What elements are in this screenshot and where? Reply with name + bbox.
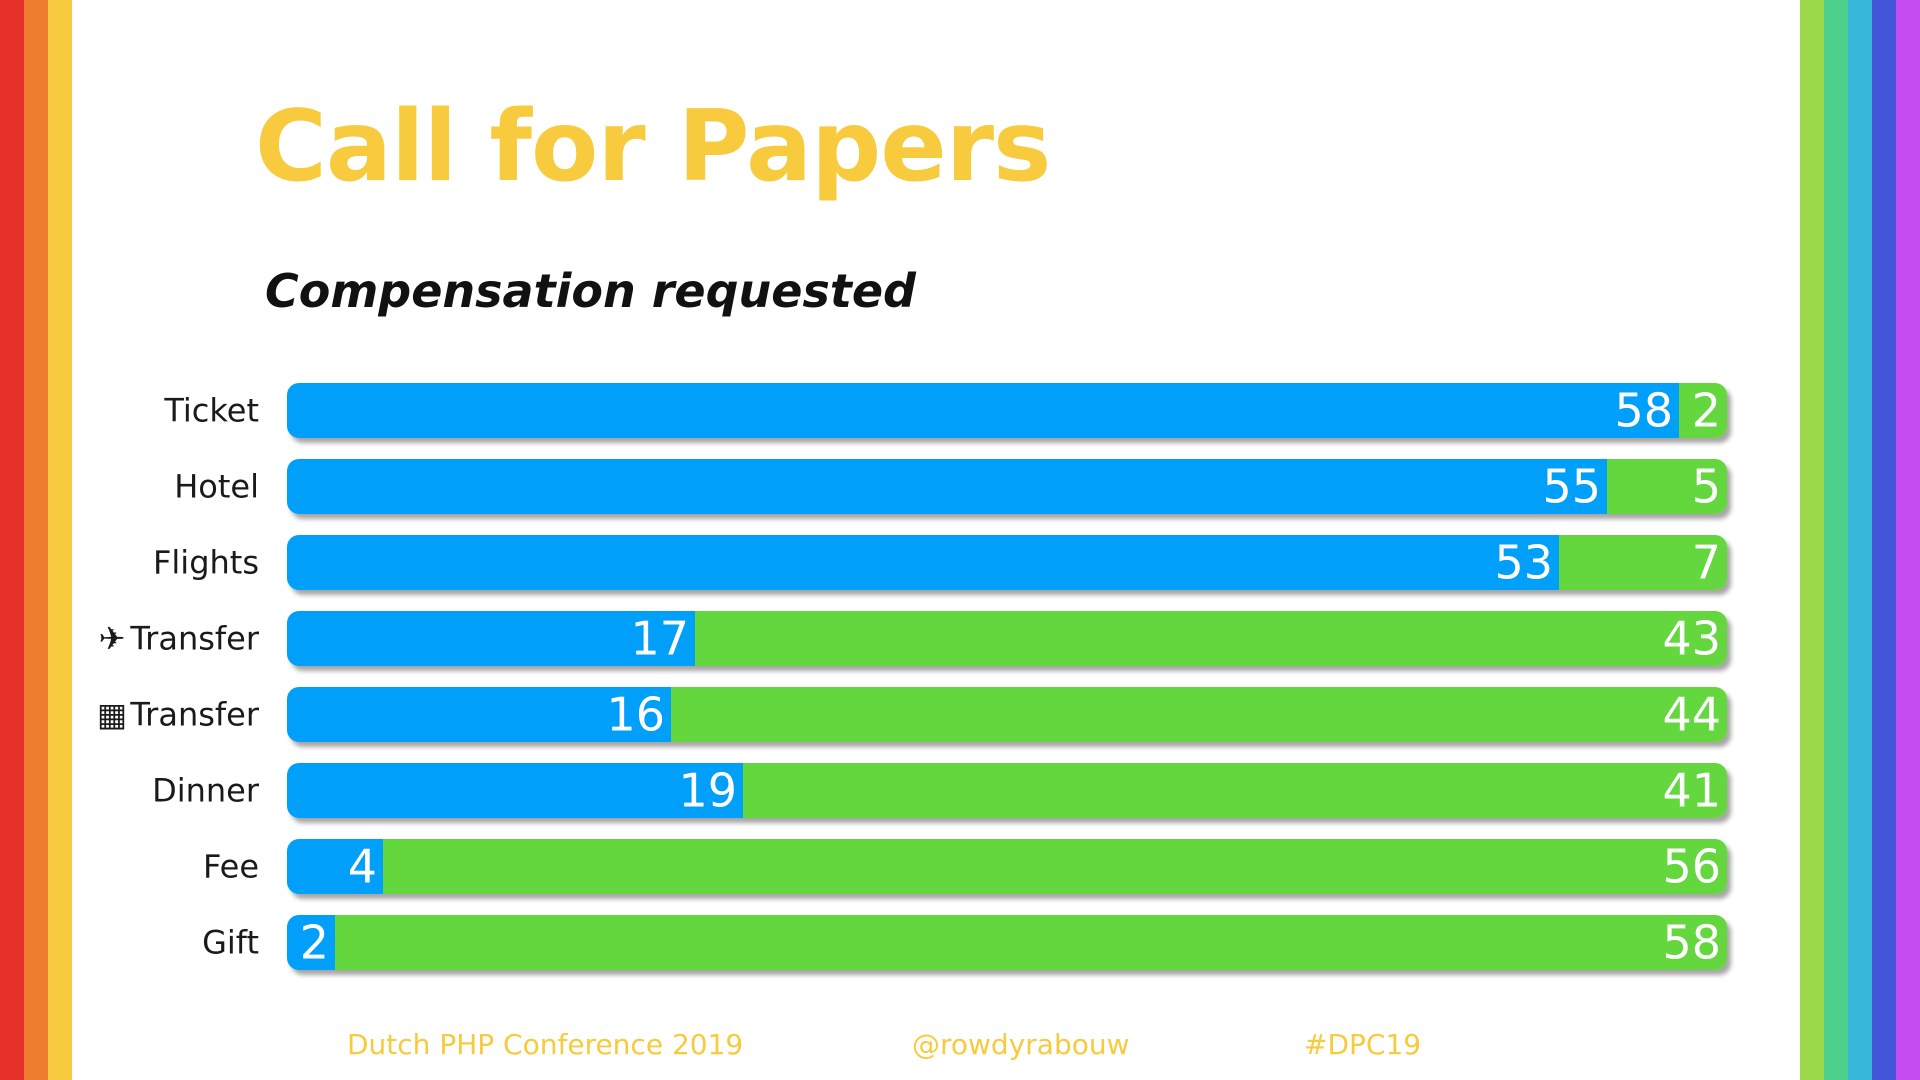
footer-hashtag: #DPC19 <box>1304 1028 1422 1061</box>
value-label-not-requested: 7 <box>1692 536 1721 590</box>
airplane-icon: ✈ <box>99 620 126 658</box>
building-icon: ▦ <box>97 696 127 734</box>
value-label-requested: 2 <box>300 916 329 970</box>
bar-stack <box>287 839 1727 894</box>
value-label-not-requested: 56 <box>1662 840 1721 894</box>
bar-row: 4 56 Fee <box>203 839 1727 894</box>
stripe-blue <box>1872 0 1896 1080</box>
value-label-requested: 53 <box>1494 536 1553 590</box>
bar-segment-not-requested <box>671 687 1727 742</box>
bar-stack <box>287 535 1727 590</box>
stripe-red <box>0 0 24 1080</box>
category-label: Ticket <box>163 392 259 430</box>
value-label-requested: 4 <box>348 840 377 894</box>
value-label-not-requested: 5 <box>1692 460 1721 514</box>
stripe-orange <box>24 0 48 1080</box>
bar-row: 19 41 Dinner <box>152 763 1727 818</box>
category-label: Hotel <box>174 468 259 506</box>
value-label-not-requested: 58 <box>1662 916 1721 970</box>
value-label-requested: 17 <box>630 612 689 666</box>
bar-row: 53 7 Flights <box>153 535 1727 590</box>
bar-segment-not-requested <box>695 611 1727 666</box>
stripe-cyan <box>1848 0 1872 1080</box>
bar-segment-requested <box>287 839 383 894</box>
bar-row: 58 2 Ticket <box>163 383 1727 438</box>
bar-segment-requested <box>287 687 671 742</box>
bar-segment-requested <box>287 611 695 666</box>
value-label-requested: 16 <box>606 688 665 742</box>
bar-row: 16 44 Transfer▦ <box>97 687 1727 742</box>
footer-handle: @rowdyrabouw <box>912 1028 1130 1061</box>
bar-row: 17 43 Transfer✈ <box>99 611 1727 666</box>
bar-stack <box>287 611 1727 666</box>
bar-stack <box>287 687 1727 742</box>
stripe-teal <box>1824 0 1848 1080</box>
bar-row: 2 58 Gift <box>202 915 1727 970</box>
bar-segment-not-requested <box>1559 535 1727 590</box>
bar-segment-requested <box>287 383 1679 438</box>
category-label: Gift <box>202 924 259 962</box>
category-label: Transfer <box>129 696 260 734</box>
value-label-not-requested: 2 <box>1692 384 1721 438</box>
bar-stack <box>287 763 1727 818</box>
stripe-yellow <box>48 0 72 1080</box>
bar-segment-requested <box>287 763 743 818</box>
chart-subtitle: Compensation requested <box>265 264 916 318</box>
bar-segment-not-requested <box>743 763 1727 818</box>
bar-stack <box>287 915 1727 970</box>
bar-segment-not-requested <box>383 839 1727 894</box>
bar-stack <box>287 459 1727 514</box>
category-label: Transfer <box>129 620 260 658</box>
bar-stack <box>287 383 1727 438</box>
footer-conference: Dutch PHP Conference 2019 <box>347 1028 744 1061</box>
value-label-requested: 58 <box>1614 384 1673 438</box>
bar-segment-not-requested <box>1679 383 1727 438</box>
bar-segment-not-requested <box>1607 459 1727 514</box>
bar-segment-requested <box>287 459 1607 514</box>
stripe-violet <box>1896 0 1920 1080</box>
bar-segment-not-requested <box>335 915 1727 970</box>
stripe-light-green <box>1800 0 1824 1080</box>
category-label: Fee <box>203 848 259 886</box>
rainbow-stripes-right <box>1800 0 1920 1080</box>
value-label-requested: 55 <box>1542 460 1601 514</box>
category-label: Dinner <box>152 772 260 810</box>
slide-title: Call for Papers <box>255 90 1051 204</box>
value-label-not-requested: 41 <box>1662 764 1721 818</box>
bar-segment-requested <box>287 535 1559 590</box>
bar-segment-requested <box>287 915 335 970</box>
value-label-not-requested: 43 <box>1662 612 1721 666</box>
value-label-requested: 19 <box>678 764 737 818</box>
rainbow-stripes-left <box>0 0 72 1080</box>
value-label-not-requested: 44 <box>1662 688 1721 742</box>
category-label: Flights <box>153 544 259 582</box>
